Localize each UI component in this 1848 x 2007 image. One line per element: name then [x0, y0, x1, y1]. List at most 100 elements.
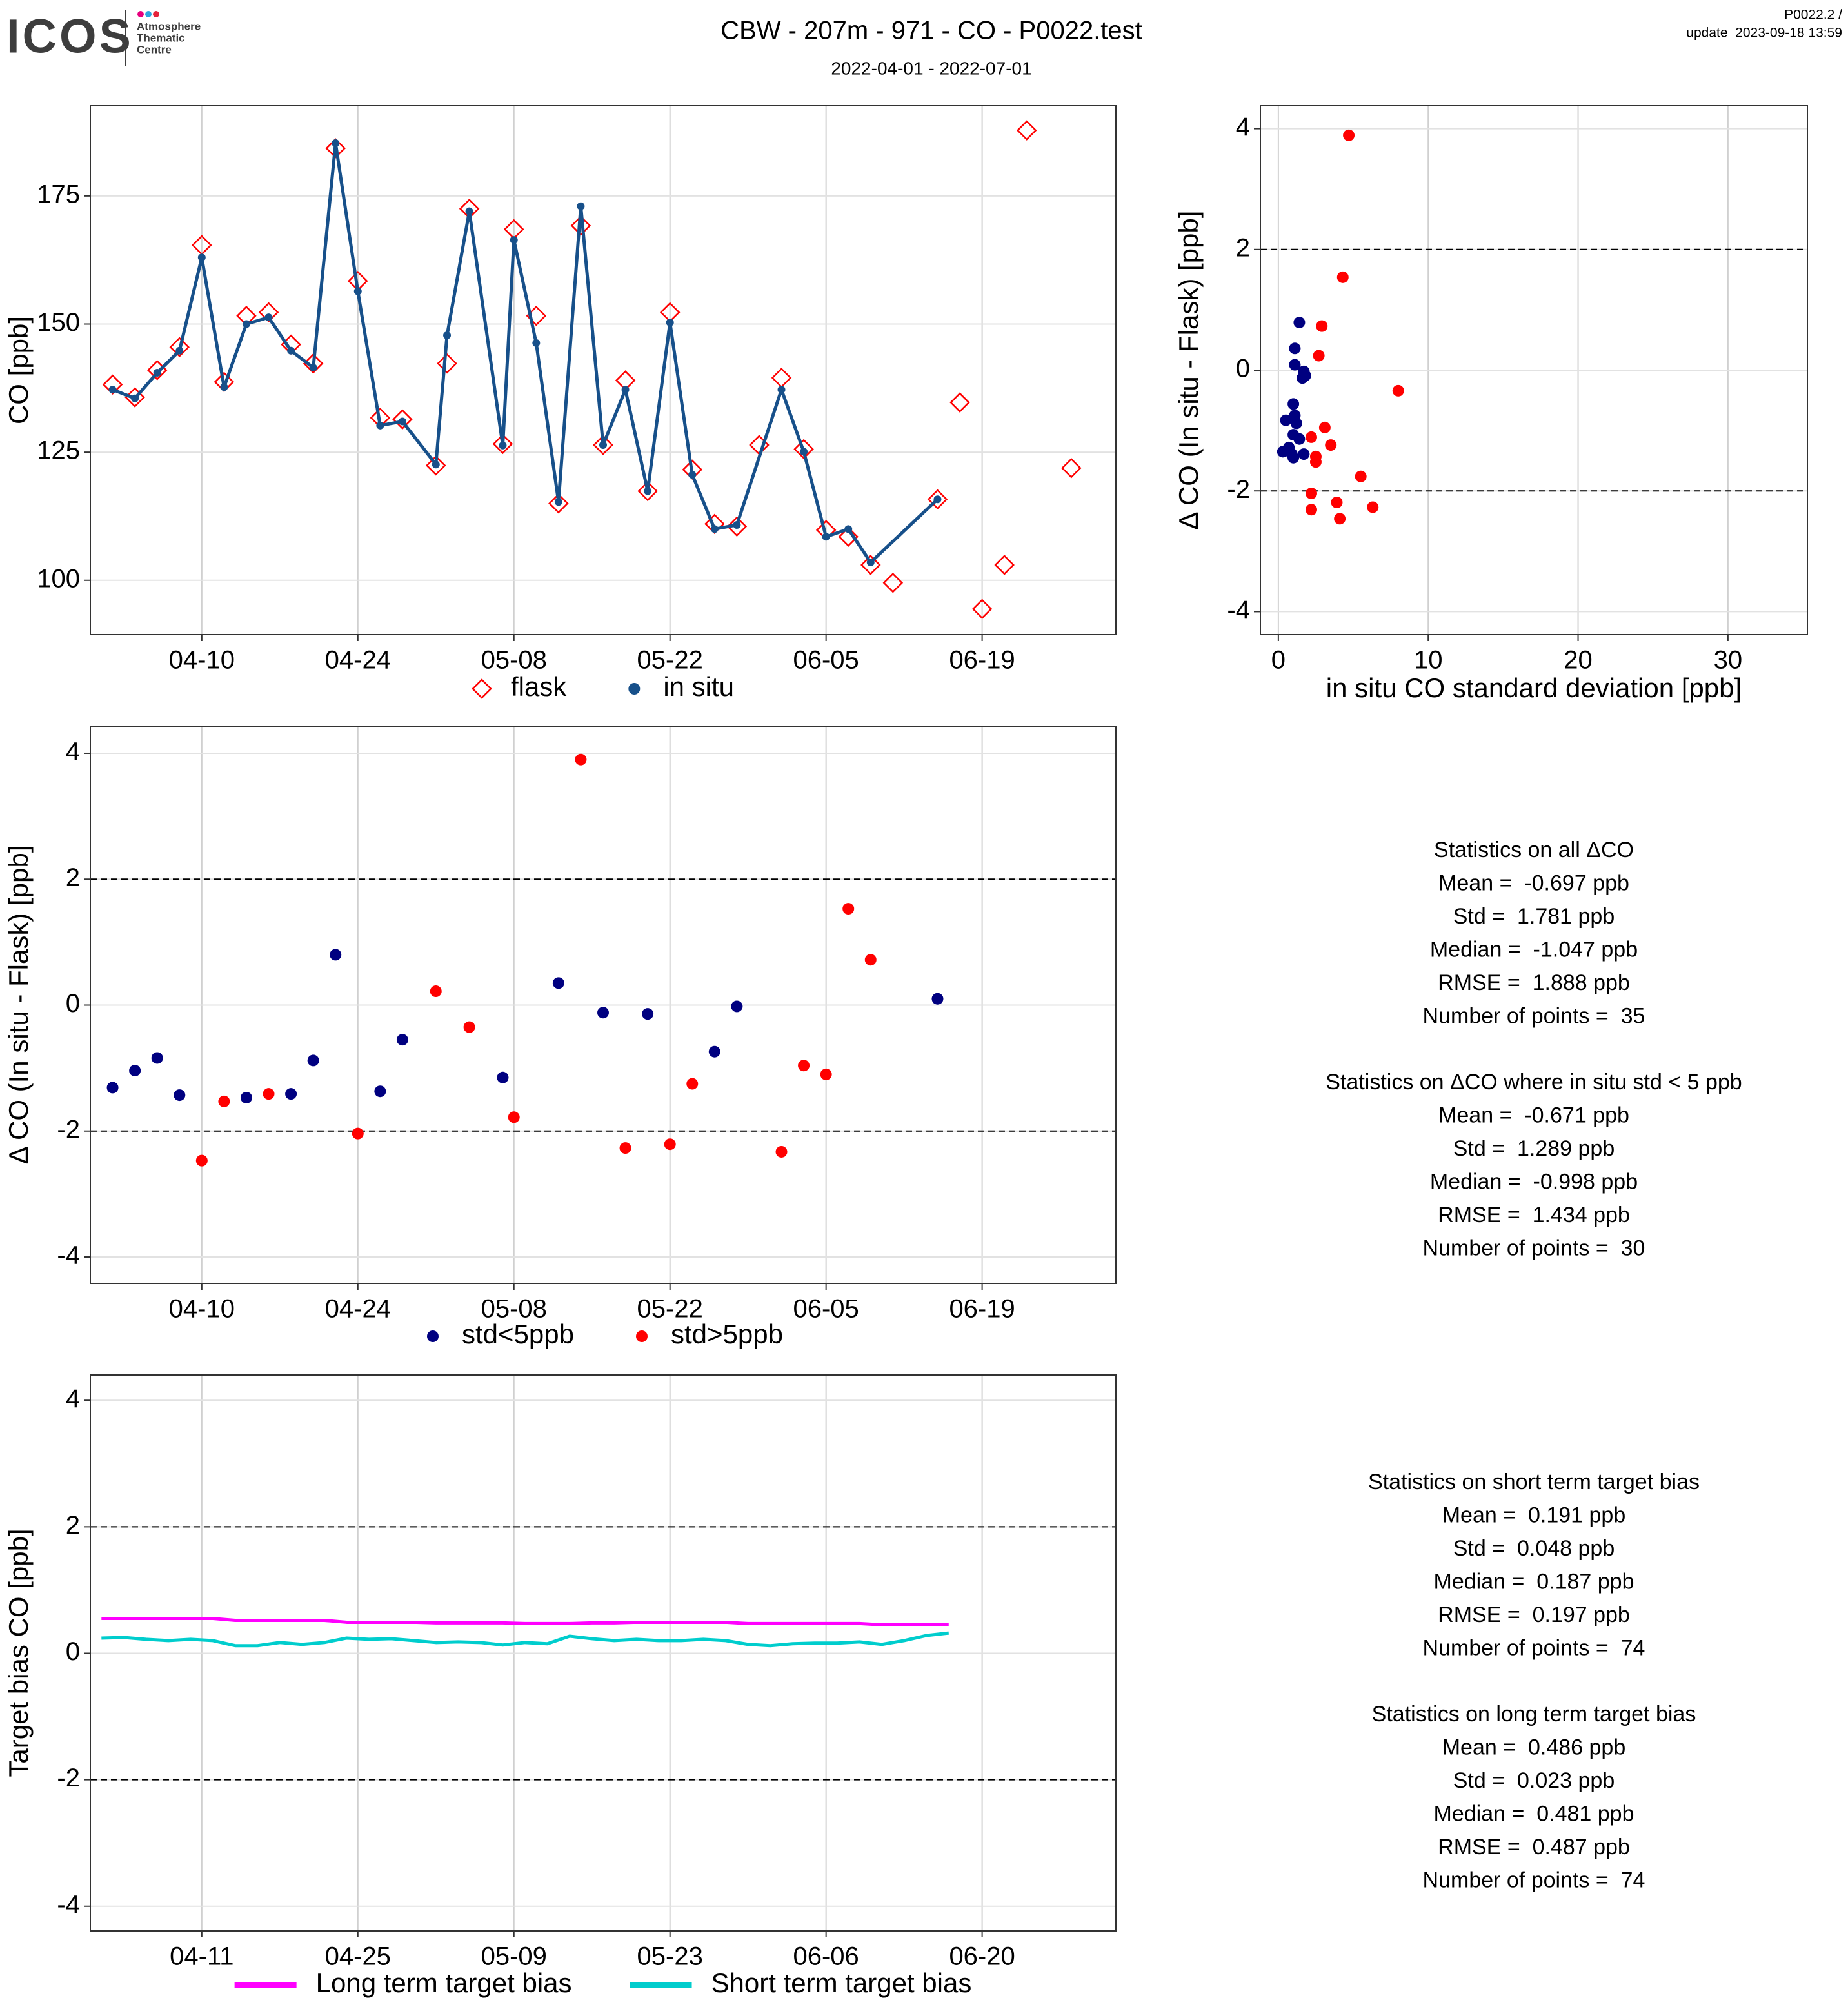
point	[398, 417, 406, 426]
point	[1298, 448, 1310, 460]
point	[430, 985, 442, 998]
y-tick-label: 100	[37, 564, 80, 593]
point	[1289, 342, 1301, 355]
point	[332, 139, 340, 148]
point	[710, 525, 719, 533]
legend-label: Short term target bias	[711, 1968, 972, 1998]
point	[822, 533, 830, 541]
y-tick-label: 4	[1236, 113, 1250, 141]
x-axis-label: in situ CO standard deviation [ppb]	[1326, 673, 1742, 703]
flask-marker	[437, 353, 457, 374]
point	[642, 1008, 654, 1020]
point	[1293, 433, 1306, 445]
point	[864, 954, 877, 966]
point	[499, 441, 507, 450]
plot-area	[90, 106, 1116, 635]
flask-marker	[704, 513, 725, 535]
point	[508, 1111, 520, 1123]
point	[842, 903, 855, 915]
y-tick-label: -4	[1227, 596, 1250, 624]
point	[844, 525, 853, 533]
point	[597, 1007, 609, 1019]
y-tick-label: 2	[1236, 233, 1250, 262]
y-axis-label: Δ CO (In situ - Flask) [ppb]	[1173, 211, 1204, 530]
x-tick-label: 10	[1414, 646, 1443, 675]
flask-marker	[1016, 120, 1037, 141]
flask-marker	[637, 480, 658, 502]
point	[777, 386, 786, 394]
legend-marker	[628, 683, 641, 695]
point	[1287, 451, 1300, 464]
point	[129, 1065, 141, 1077]
y-tick-label: -4	[57, 1890, 80, 1919]
point	[463, 1021, 475, 1033]
point	[264, 313, 273, 322]
flask-marker	[392, 409, 413, 430]
y-tick-label: -4	[57, 1241, 80, 1270]
point	[1305, 504, 1317, 516]
y-axis-label: Δ CO (In situ - Flask) [ppb]	[3, 845, 34, 1165]
point	[376, 421, 384, 430]
x-tick-label: 04-25	[325, 1943, 391, 1971]
point	[1316, 320, 1328, 332]
point	[195, 1154, 208, 1167]
statistics-line: Statistics on long term target bias	[1372, 1702, 1696, 1726]
plot-border	[90, 726, 1117, 1284]
legend-marker	[427, 1330, 439, 1342]
logo-subtitle: Centre	[137, 43, 172, 55]
point	[285, 1088, 297, 1100]
point	[1318, 421, 1331, 433]
point	[197, 253, 206, 262]
logo: ICOS	[6, 10, 134, 63]
point	[108, 386, 117, 394]
statistics-line: Mean = -0.671 ppb	[1438, 1103, 1629, 1127]
x-tick-label: 05-08	[481, 1295, 547, 1323]
flask-marker	[258, 302, 279, 322]
x-tick-label: 05-23	[637, 1943, 703, 1971]
point	[131, 394, 139, 402]
point	[497, 1071, 509, 1083]
flask-marker	[949, 392, 970, 413]
point	[599, 441, 607, 450]
point	[1289, 359, 1301, 371]
point	[330, 949, 342, 961]
logo-dot	[145, 11, 152, 17]
flask-marker	[492, 433, 513, 455]
statistics-line: RMSE = 1.434 ppb	[1438, 1203, 1630, 1227]
point	[1305, 487, 1317, 499]
point	[1305, 431, 1317, 443]
plot-border	[90, 105, 1117, 635]
flask-marker	[548, 493, 569, 514]
y-tick-label: -2	[57, 1115, 80, 1143]
flask-marker	[971, 598, 993, 620]
plot-border	[90, 1374, 1117, 1932]
legend-label: std>5ppb	[671, 1319, 783, 1349]
point	[352, 1127, 364, 1140]
point	[1367, 501, 1379, 513]
flask-marker	[860, 555, 881, 575]
point	[554, 498, 562, 506]
point	[510, 236, 518, 244]
point	[577, 202, 585, 210]
logo-subtitle: Thematic	[137, 32, 185, 44]
x-tick-label: 0	[1271, 646, 1286, 675]
statistics-line: Number of points = 74	[1423, 1868, 1645, 1892]
x-tick-label: 06-19	[949, 1295, 1015, 1323]
statistics-line: Median = 0.187 ppb	[1434, 1569, 1634, 1594]
statistics-line: RMSE = 1.888 ppb	[1438, 971, 1630, 995]
x-tick-label: 05-22	[637, 1295, 703, 1323]
flask-marker	[570, 215, 591, 236]
point	[465, 207, 473, 215]
point	[443, 331, 452, 339]
point	[800, 448, 808, 456]
point	[374, 1085, 386, 1098]
x-tick-label: 06-06	[793, 1943, 859, 1971]
x-tick-label: 06-20	[949, 1943, 1015, 1971]
point	[532, 339, 541, 347]
point	[619, 1142, 631, 1154]
point	[432, 460, 440, 469]
point	[552, 977, 564, 989]
y-tick-label: 0	[66, 1637, 80, 1666]
